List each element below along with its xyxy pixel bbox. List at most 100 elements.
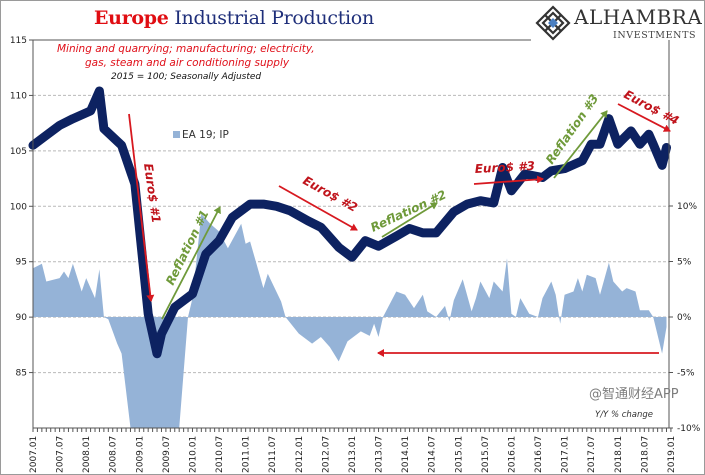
ip-point bbox=[218, 239, 221, 242]
x-tick-label: 2013.07 bbox=[375, 436, 385, 473]
ip-point bbox=[231, 216, 234, 219]
ip-point bbox=[173, 306, 176, 309]
legend: EA 19; IP bbox=[173, 129, 229, 142]
y-left-tick-label: 85 bbox=[16, 369, 27, 379]
euro4-arrow bbox=[617, 103, 671, 132]
ip-point bbox=[377, 245, 380, 248]
logo-name: ALHAMBRA bbox=[574, 5, 703, 29]
x-tick-label: 2013.01 bbox=[348, 436, 358, 473]
ip-point bbox=[89, 109, 92, 112]
x-tick-label: 2014.07 bbox=[428, 436, 438, 473]
ip-point bbox=[191, 292, 194, 295]
euro3-arrow bbox=[473, 175, 544, 185]
x-tick-label: 2009.01 bbox=[135, 436, 145, 473]
reflation1-arrow bbox=[161, 206, 221, 320]
x-tick-label: 2010.01 bbox=[188, 436, 198, 473]
euro1-label: Euro$ #1 bbox=[141, 162, 163, 224]
ip-point bbox=[616, 143, 619, 146]
y-left-tick-label: 115 bbox=[10, 36, 27, 46]
ip-point bbox=[160, 332, 163, 335]
ip-point bbox=[638, 143, 641, 146]
ip-point bbox=[147, 312, 150, 315]
axes bbox=[29, 39, 673, 432]
x-tick-label: 2016.01 bbox=[507, 436, 517, 473]
reflation3-arrow bbox=[553, 110, 608, 179]
ip-point bbox=[364, 239, 367, 242]
y-right-tick-label: 5% bbox=[677, 258, 692, 268]
ip-point bbox=[550, 169, 553, 172]
y-left-tick-label: 100 bbox=[10, 202, 27, 212]
ip-point bbox=[590, 143, 593, 146]
ip-point bbox=[288, 209, 291, 212]
x-tick-label: 2017.07 bbox=[587, 436, 597, 473]
euro3-label: Euro$ #3 bbox=[474, 159, 535, 176]
x-tick-label: 2014.01 bbox=[401, 436, 411, 473]
ip-point bbox=[319, 226, 322, 229]
subtitle-line2: gas, steam and air conditioning supply bbox=[85, 57, 290, 69]
reflation2-arrow bbox=[381, 202, 438, 238]
ip-point bbox=[262, 203, 265, 206]
y-left-tick-label: 95 bbox=[16, 258, 27, 268]
title-europe: Europe bbox=[94, 7, 169, 29]
right-axis-label: Y/Y % change bbox=[595, 410, 654, 420]
ip-point bbox=[120, 144, 123, 147]
ip-point bbox=[510, 189, 513, 192]
ip-point bbox=[452, 210, 455, 213]
ip-point bbox=[102, 127, 105, 130]
y-left-tick-label: 105 bbox=[10, 147, 27, 157]
x-tick-label: 2011.07 bbox=[268, 436, 278, 473]
ip-point bbox=[45, 134, 48, 137]
ip-point bbox=[630, 129, 633, 132]
x-tick-label: 2010.07 bbox=[215, 436, 225, 473]
y-left-tick-label: 110 bbox=[10, 91, 27, 101]
ip-point bbox=[421, 231, 424, 234]
ip-line bbox=[28, 86, 671, 359]
ip-point bbox=[501, 166, 504, 169]
ip-point bbox=[479, 199, 482, 202]
x-tick-label: 2019.01 bbox=[667, 436, 677, 473]
title-industrial-production: Industrial Production bbox=[174, 7, 374, 29]
ip-point bbox=[58, 124, 61, 127]
x-tick-label: 2018.01 bbox=[614, 436, 624, 473]
x-tick-label: 2008.01 bbox=[82, 436, 92, 473]
euro2-arrow bbox=[278, 185, 358, 231]
alhambra-logo: ALHAMBRA INVESTMENTS bbox=[533, 5, 703, 43]
x-tick-label: 2015.07 bbox=[481, 436, 491, 473]
x-tick-label: 2012.01 bbox=[295, 436, 305, 473]
ip-point bbox=[652, 143, 655, 146]
x-tick-label: 2011.01 bbox=[242, 436, 252, 473]
euro1-arrow bbox=[128, 113, 155, 302]
chart-title: Europe Industrial Production bbox=[94, 7, 374, 29]
x-tick-label: 2018.07 bbox=[640, 436, 650, 473]
ip-point bbox=[665, 146, 668, 149]
ip-line-layer bbox=[28, 86, 671, 359]
legend-swatch bbox=[173, 131, 180, 138]
logo-tagline: INVESTMENTS bbox=[613, 30, 697, 41]
x-tick-label: 2015.01 bbox=[454, 436, 464, 473]
ip-point bbox=[661, 164, 664, 167]
y-right-tick-label: -10% bbox=[677, 424, 701, 434]
ip-point bbox=[523, 173, 526, 176]
ip-point bbox=[98, 89, 101, 92]
ip-point bbox=[647, 133, 650, 136]
legend-label: EA 19; IP bbox=[182, 129, 229, 141]
ip-point bbox=[71, 117, 74, 120]
ip-point bbox=[306, 219, 309, 222]
ip-point bbox=[275, 205, 278, 208]
yoy-area bbox=[33, 213, 667, 428]
y-right-tick-label: 0% bbox=[677, 313, 692, 323]
ip-point bbox=[563, 167, 566, 170]
ip-point bbox=[156, 352, 159, 355]
ip-point bbox=[249, 203, 252, 206]
x-tick-label: 2016.07 bbox=[534, 436, 544, 473]
subtitle-line3: 2015 = 100; Seasonally Adjusted bbox=[111, 72, 262, 82]
watermark: @智通财经APP bbox=[589, 387, 679, 402]
ip-point bbox=[204, 252, 207, 255]
ip-point bbox=[492, 201, 495, 204]
x-tick-label: 2012.07 bbox=[321, 436, 331, 473]
lattice-diamond-icon bbox=[535, 5, 571, 41]
subtitle-line1: Mining and quarrying; manufacturing; ele… bbox=[57, 43, 315, 55]
ip-point bbox=[133, 183, 136, 186]
x-tick-label: 2009.07 bbox=[162, 436, 172, 473]
